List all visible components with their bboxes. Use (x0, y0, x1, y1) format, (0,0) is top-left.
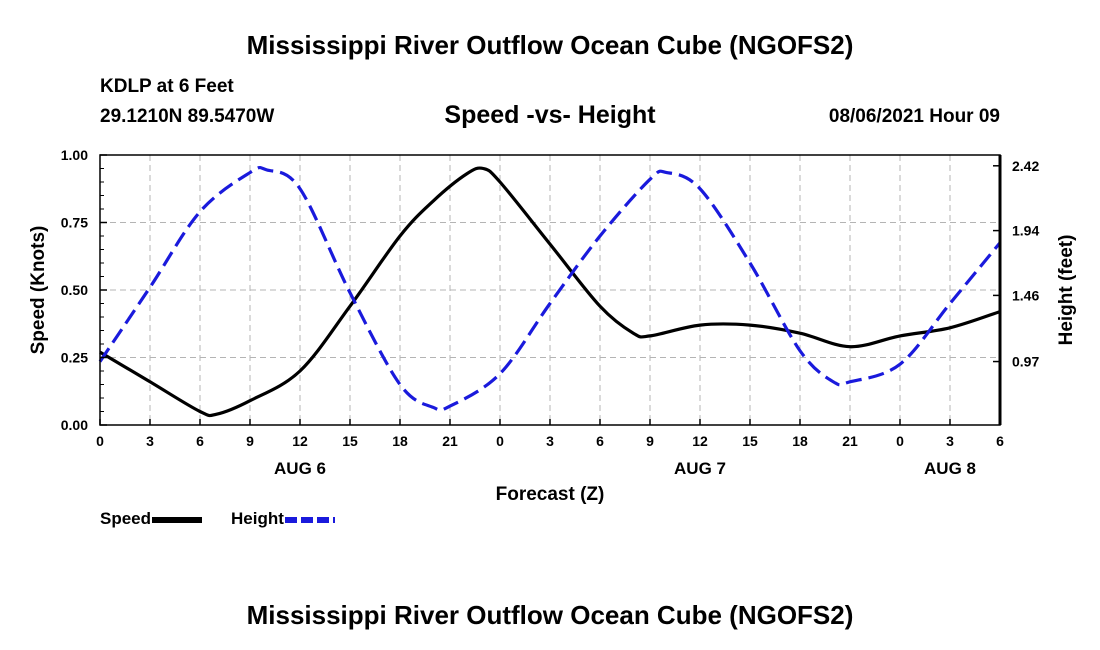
chart-subtitle: Speed -vs- Height (444, 101, 656, 129)
x-tick-label: 3 (946, 433, 954, 449)
x-tick-label: 6 (196, 433, 204, 449)
legend-height: Height (231, 509, 335, 529)
series-lines (98, 165, 1002, 418)
station-label: KDLP at 6 Feet (100, 76, 234, 97)
height-line-swatch (284, 516, 335, 523)
y-axis-right-label: Height (feet) (1056, 235, 1077, 346)
x-tick-label: 12 (292, 433, 308, 449)
date-label: AUG 6 (274, 459, 326, 478)
x-tick-label: 0 (896, 433, 904, 449)
speed-line-swatch (152, 516, 203, 523)
y-left-tick-label: 0.00 (61, 417, 88, 433)
x-tick-label: 0 (496, 433, 504, 449)
x-tick-label: 9 (646, 433, 654, 449)
x-tick-label: 0 (96, 433, 104, 449)
speed-series-line (99, 166, 1001, 418)
y-right-tick-label: 1.46 (1012, 287, 1039, 303)
x-tick-label: 21 (442, 433, 458, 449)
x-tick-label: 6 (596, 433, 604, 449)
y-left-tick-label: 0.50 (61, 282, 88, 298)
date-label: AUG 7 (674, 459, 726, 478)
legend-height-label: Height (231, 509, 284, 528)
axis-ticks: 0 3 6 9 12 15 18 21 0 3 6 9 12 15 18 21 0 3 6 AUG 6 AUG 7 AUG… (61, 147, 1040, 478)
y-axis-left-label: Speed (Knots) (28, 226, 49, 355)
y-left-tick-label: 1.00 (61, 147, 88, 163)
x-tick-label: 3 (546, 433, 554, 449)
x-tick-label: 18 (792, 433, 808, 449)
x-tick-label: 15 (342, 433, 358, 449)
x-tick-label: 3 (146, 433, 154, 449)
x-tick-label: 9 (246, 433, 254, 449)
x-tick-label: 21 (842, 433, 858, 449)
x-tick-label: 18 (392, 433, 408, 449)
legend-speed: Speed (100, 509, 203, 529)
x-axis-label: Forecast (Z) (496, 484, 605, 505)
x-tick-label: 6 (996, 433, 1004, 449)
y-right-tick-label: 0.97 (1012, 354, 1039, 370)
y-right-tick-label: 2.42 (1012, 158, 1039, 174)
x-tick-label: 15 (742, 433, 758, 449)
legend-speed-label: Speed (100, 509, 152, 528)
footer-title: Mississippi River Outflow Ocean Cube (NG… (246, 600, 854, 630)
x-tick-label: 12 (692, 433, 708, 449)
y-left-tick-label: 0.75 (61, 215, 88, 231)
date-label: AUG 8 (924, 459, 976, 478)
y-left-tick-label: 0.25 (61, 350, 88, 366)
forecast-datetime: 08/06/2021 Hour 09 (828, 106, 1000, 127)
y-right-tick-label: 1.94 (1012, 223, 1039, 239)
coordinates-label: 29.1210N 89.5470W (100, 106, 275, 127)
height-series-line (98, 165, 1002, 412)
grid-lines (100, 155, 1000, 425)
chart-title: Mississippi River Outflow Ocean Cube (NG… (246, 30, 854, 60)
